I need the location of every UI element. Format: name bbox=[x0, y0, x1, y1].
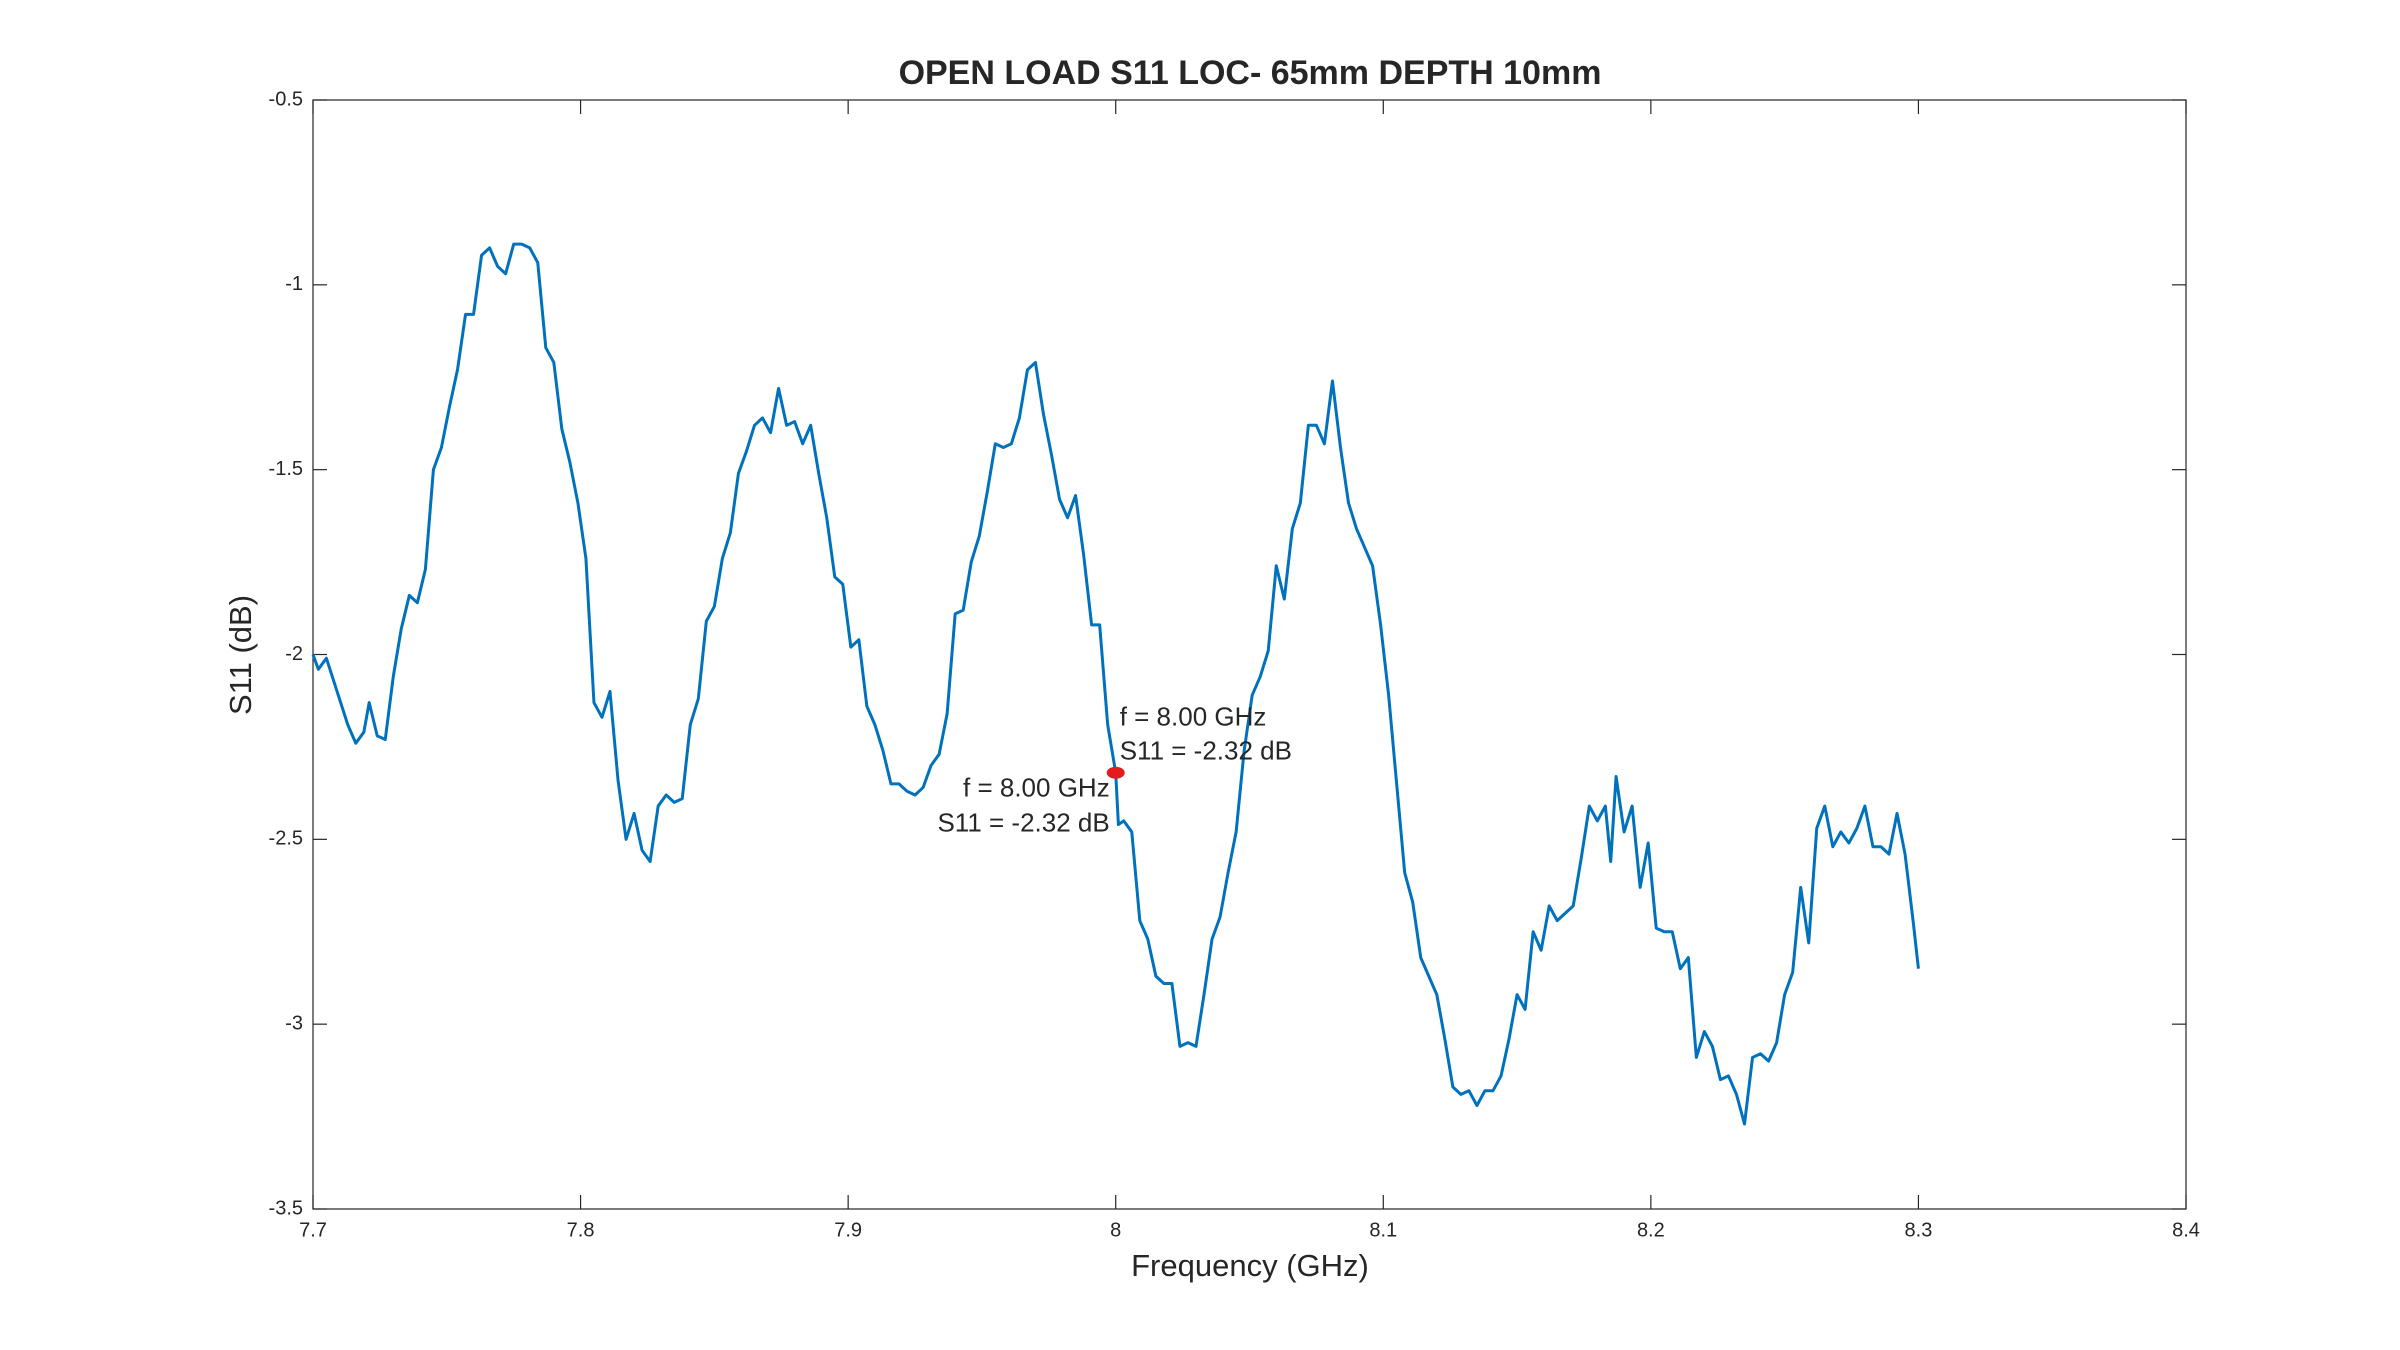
y-tick-label: -0.5 bbox=[269, 88, 303, 110]
data-tip-marker bbox=[1106, 766, 1125, 779]
x-tick-label: 8.2 bbox=[1637, 1219, 1665, 1241]
data-tip-label: f = 8.00 GHz bbox=[1120, 702, 1267, 732]
x-tick-label: 8.3 bbox=[1905, 1219, 1933, 1241]
x-tick-label: 8.4 bbox=[2172, 1219, 2200, 1241]
y-tick-label: -3.5 bbox=[269, 1197, 303, 1219]
data-tip-label: S11 = -2.32 dB bbox=[1120, 736, 1292, 766]
data-line bbox=[311, 242, 1920, 1126]
y-tick-label: -1 bbox=[285, 273, 303, 295]
x-tick-label: 7.9 bbox=[834, 1219, 862, 1241]
data-tip-label: S11 = -2.32 dB bbox=[937, 808, 1109, 838]
data-tip-label: f = 8.00 GHz bbox=[963, 773, 1110, 803]
x-tick-label: 7.7 bbox=[299, 1219, 327, 1241]
y-tick-label: -3 bbox=[285, 1012, 303, 1034]
y-tick-label: -2.5 bbox=[269, 828, 303, 850]
y-tick-label: -1.5 bbox=[269, 458, 303, 480]
x-tick-label: 7.8 bbox=[567, 1219, 595, 1241]
y-axis-label: S11 (dB) bbox=[223, 595, 258, 715]
plot-area bbox=[312, 99, 2187, 1210]
y-tick-label: -2 bbox=[285, 643, 303, 665]
chart-title: OPEN LOAD S11 LOC- 65mm DEPTH 10mm bbox=[899, 54, 1602, 92]
x-tick-label: 8 bbox=[1110, 1219, 1121, 1241]
x-tick-label: 8.1 bbox=[1369, 1219, 1397, 1241]
x-axis-label: Frequency (GHz) bbox=[1131, 1248, 1369, 1283]
